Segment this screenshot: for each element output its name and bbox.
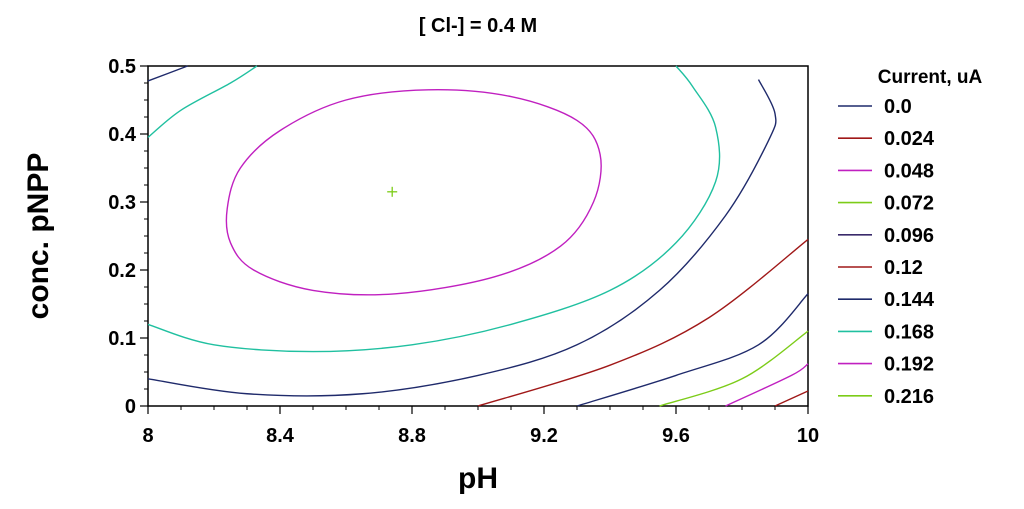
y-tick-label: 0.1 xyxy=(108,328,136,350)
y-tick-label: 0.4 xyxy=(108,124,137,146)
contour-lines xyxy=(147,65,809,407)
x-tick-label: 10 xyxy=(797,425,819,447)
y-axis-label: conc. pNPP xyxy=(22,153,55,320)
contour-line-0-216-0 xyxy=(659,330,809,407)
legend-label: 0.144 xyxy=(884,289,935,311)
legend-label: 0.024 xyxy=(884,128,935,150)
contour-line-0-168-6 xyxy=(147,65,721,353)
x-tick-label: 8.8 xyxy=(398,425,426,447)
y-tick-label: 0 xyxy=(125,396,136,418)
x-tick-label: 8 xyxy=(142,425,153,447)
chart-title: [ Cl-] = 0.4 M xyxy=(419,15,537,37)
contour-line-0-12-3 xyxy=(774,390,809,407)
contour-line-0-168-7 xyxy=(147,65,258,138)
x-tick-label: 9.2 xyxy=(530,425,558,447)
legend-label: 0.216 xyxy=(884,386,934,408)
contour-line-0-192-1 xyxy=(725,363,809,407)
x-tick-label: 9.6 xyxy=(662,425,690,447)
y-tick-label: 0.2 xyxy=(108,260,136,282)
contour-line-0-192-9 xyxy=(225,89,602,296)
legend-label: 0.048 xyxy=(884,160,934,182)
x-axis: 8 8.4 8.8 9.2 9.6 10 xyxy=(142,406,819,447)
contour-line-0-0-5 xyxy=(147,79,777,397)
y-tick-label: 0.5 xyxy=(108,56,136,78)
legend-title: Current, uA xyxy=(878,67,983,88)
legend-label: 0.096 xyxy=(884,225,934,247)
legend-label: 0.192 xyxy=(884,354,934,376)
contour-line-0-096-4 xyxy=(477,238,809,407)
legend-label: 0.12 xyxy=(884,257,923,279)
x-axis-label: pH xyxy=(458,462,498,495)
contour-line-0-048-8 xyxy=(147,65,188,82)
plot-area xyxy=(147,65,809,407)
legend: Current, uA 0.0 0.024 0.048 0.072 0.096 0.12 0… xyxy=(838,67,983,408)
x-tick-label: 8.4 xyxy=(266,425,295,447)
y-tick-label: 0.3 xyxy=(108,192,136,214)
legend-label: 0.168 xyxy=(884,321,934,343)
legend-label: 0.072 xyxy=(884,193,934,215)
optimum-marker-group xyxy=(387,186,398,197)
contour-line-0-144-2 xyxy=(576,293,809,407)
legend-label: 0.0 xyxy=(884,96,912,118)
y-axis: 0 0.1 0.2 0.3 0.4 0.5 xyxy=(108,56,148,418)
